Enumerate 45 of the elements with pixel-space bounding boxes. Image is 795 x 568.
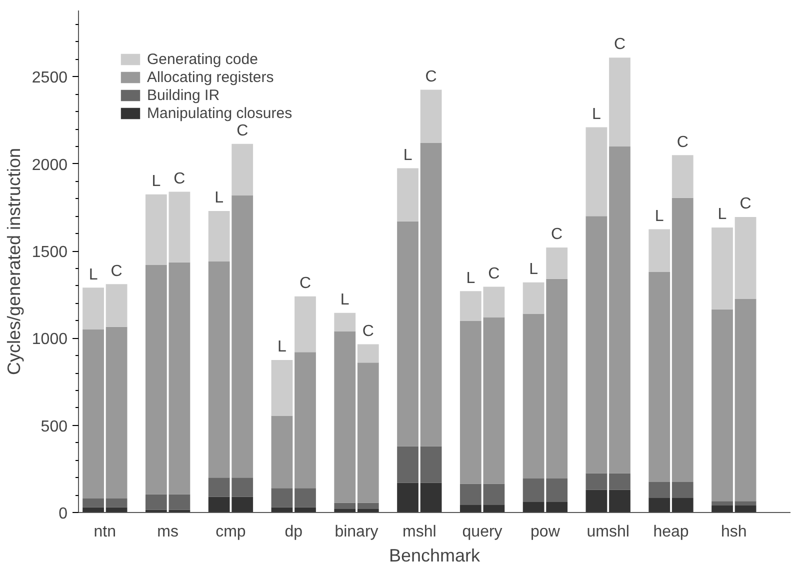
x-tick-label: C	[551, 226, 563, 244]
x-tick-label: L	[529, 261, 538, 278]
text: heap	[653, 524, 689, 540]
x-tick-label: L	[214, 190, 224, 207]
text: hsh	[720, 524, 747, 540]
text: dp	[284, 524, 303, 540]
x-tick-label: C	[676, 134, 688, 151]
x-tick-label: L	[278, 338, 287, 356]
text: query	[462, 524, 502, 540]
x-tick-label: C	[299, 275, 312, 292]
y-tick-label: 1000	[32, 331, 68, 348]
legend-label: Manipulating closures	[147, 104, 292, 122]
text: ms	[157, 524, 178, 540]
y-tick-label: 500	[40, 418, 68, 436]
text: ntn	[94, 524, 116, 540]
x-tick-label: C	[614, 36, 626, 54]
x-tick-label: C	[362, 322, 374, 340]
text: umshl	[586, 524, 630, 540]
x-tick-label: L	[466, 270, 476, 287]
x-tick-label: L	[340, 292, 350, 309]
x-tick-label: C	[110, 262, 122, 280]
x-tick-label: C	[425, 68, 437, 86]
y-tick-label: 0	[58, 506, 68, 522]
x-tick-label: L	[654, 208, 664, 225]
y-axis-title: Cycles/generated instruction	[4, 148, 24, 376]
x-tick-label: C	[174, 170, 186, 188]
legend-label: Generating code	[147, 50, 258, 68]
text: pow	[530, 524, 560, 540]
x-tick-label: L	[718, 206, 727, 224]
legend-label: Allocating registers	[147, 68, 274, 86]
y-tick-label: 2500	[32, 70, 68, 87]
x-tick-label: C	[488, 265, 500, 282]
text: binary	[334, 524, 378, 540]
x-tick-label: C	[236, 122, 248, 140]
text: mshl	[402, 524, 436, 540]
x-tick-label: L	[403, 146, 412, 164]
y-tick-label: 1500	[32, 244, 68, 262]
x-tick-label: C	[740, 196, 752, 213]
x-tick-label: L	[592, 106, 602, 123]
x-axis-title: Benchmark	[388, 546, 482, 566]
x-tick-label: L	[88, 266, 98, 284]
y-tick-label: 2000	[32, 156, 68, 174]
x-tick-label: L	[152, 173, 161, 190]
legend-label: Building IR	[147, 86, 220, 104]
text: cmp	[216, 524, 246, 540]
